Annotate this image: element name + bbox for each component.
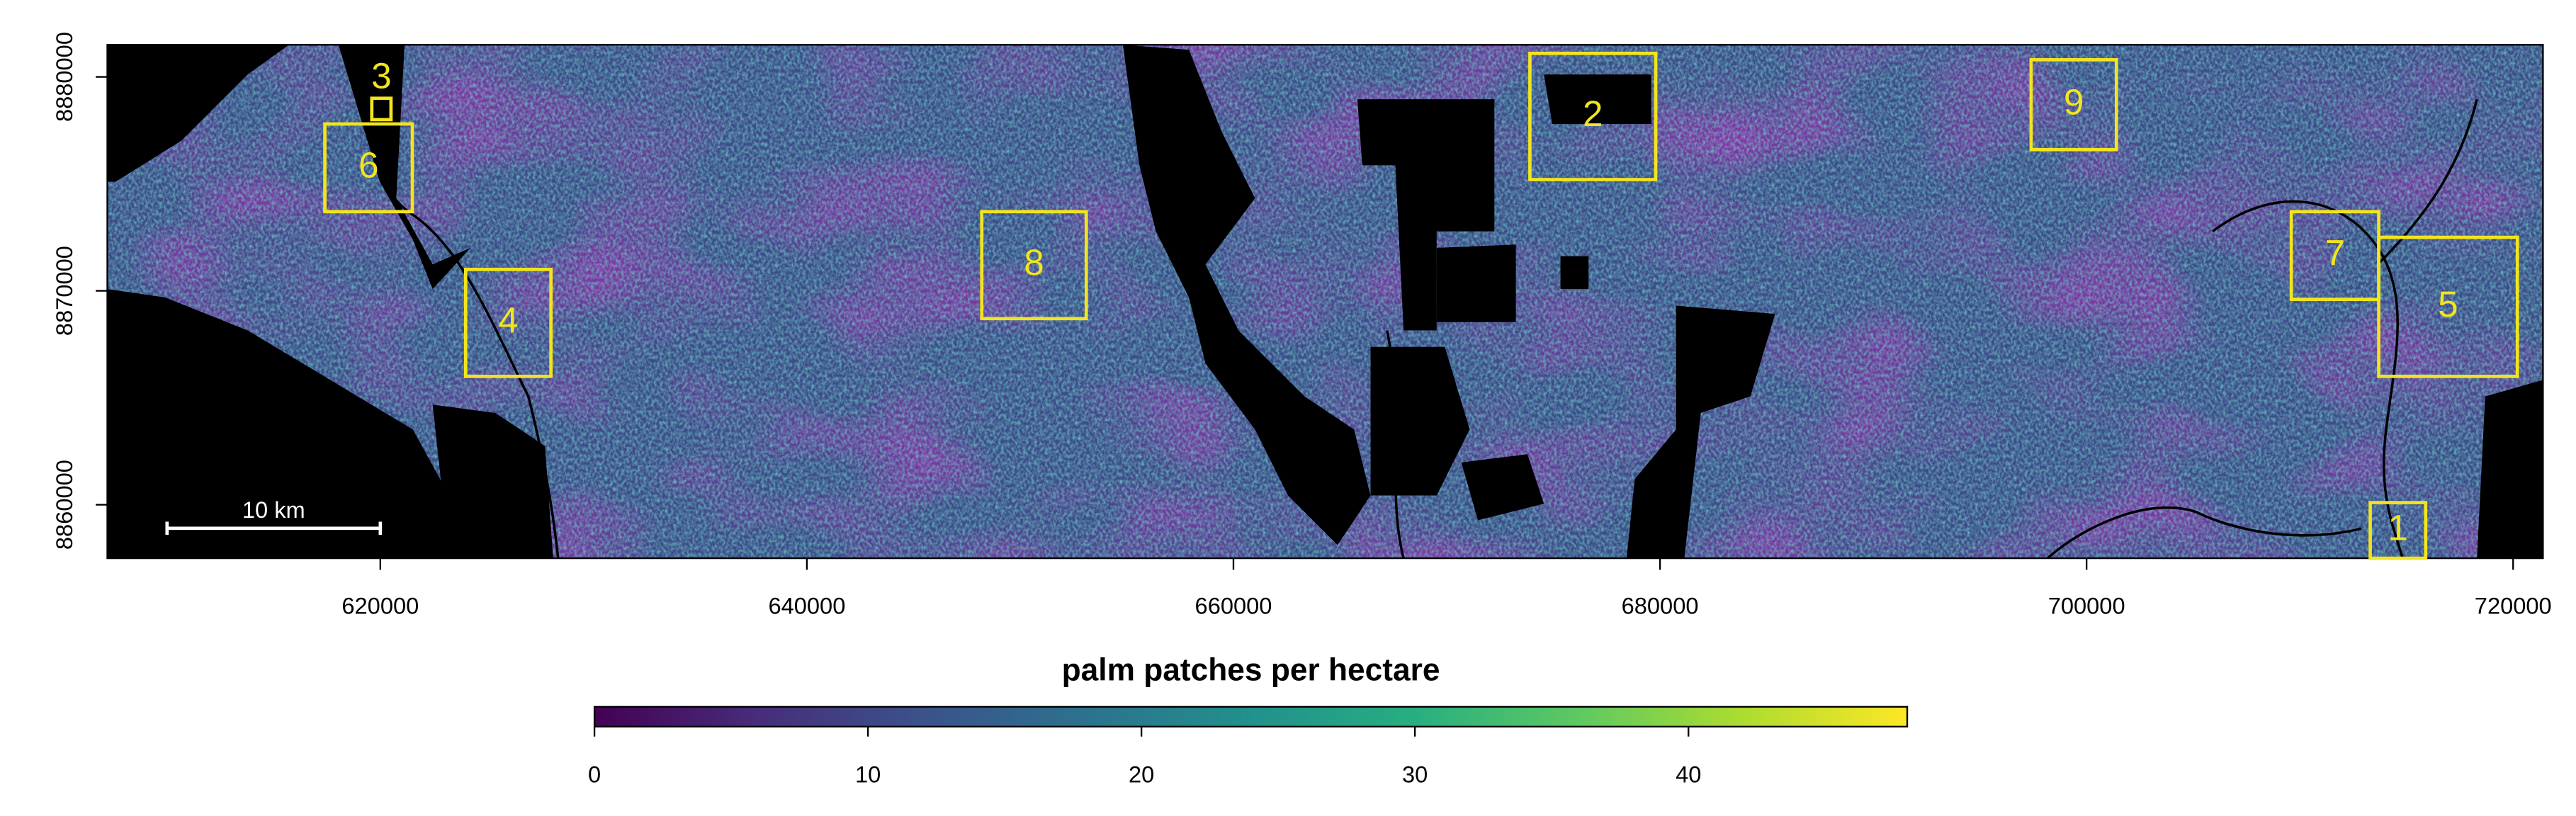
study-box-label: 7 bbox=[2325, 232, 2346, 273]
colorbar-tick-label: 10 bbox=[855, 761, 881, 787]
study-box bbox=[2368, 501, 2428, 560]
study-box-label: 6 bbox=[358, 144, 379, 185]
study-box bbox=[1528, 51, 1658, 181]
no-data-mask bbox=[107, 45, 2543, 559]
study-box bbox=[463, 268, 553, 378]
study-box-label: 9 bbox=[2064, 81, 2084, 122]
colorbar-tick-label: 30 bbox=[1402, 761, 1428, 787]
colorbar-title: palm patches per hectare bbox=[1062, 653, 1440, 688]
x-tick-label: 640000 bbox=[768, 593, 845, 619]
study-box-label: 2 bbox=[1583, 94, 1603, 134]
study-box bbox=[370, 96, 393, 122]
y-tick-label: 8860000 bbox=[51, 460, 77, 550]
study-box-label: 1 bbox=[2388, 507, 2408, 548]
study-box-label: 3 bbox=[371, 55, 392, 96]
y-tick-label: 8880000 bbox=[51, 32, 77, 122]
x-tick-label: 700000 bbox=[2048, 593, 2125, 619]
x-tick-label: 680000 bbox=[1622, 593, 1699, 619]
study-box-label: 8 bbox=[1024, 242, 1044, 283]
rivers bbox=[375, 45, 2478, 559]
x-tick-label: 720000 bbox=[2475, 593, 2552, 619]
colorbar bbox=[593, 706, 1909, 728]
colorbar-tick-label: 0 bbox=[588, 761, 601, 787]
study-box-label: 4 bbox=[498, 300, 519, 340]
plot-frame bbox=[106, 44, 2544, 560]
study-box bbox=[2029, 58, 2118, 152]
study-box bbox=[2289, 210, 2380, 301]
study-box bbox=[980, 210, 1088, 321]
x-tick-label: 620000 bbox=[341, 593, 419, 619]
raster bbox=[107, 45, 2543, 559]
study-box-label: 5 bbox=[2438, 284, 2458, 324]
scale-bar-label: 10 km bbox=[242, 497, 305, 523]
colorbar-tick-label: 40 bbox=[1676, 761, 1701, 787]
study-box bbox=[2377, 235, 2519, 378]
x-tick-label: 660000 bbox=[1195, 593, 1272, 619]
colorbar-tick-label: 20 bbox=[1129, 761, 1154, 787]
y-tick-label: 8870000 bbox=[51, 246, 77, 336]
study-box bbox=[323, 122, 414, 214]
